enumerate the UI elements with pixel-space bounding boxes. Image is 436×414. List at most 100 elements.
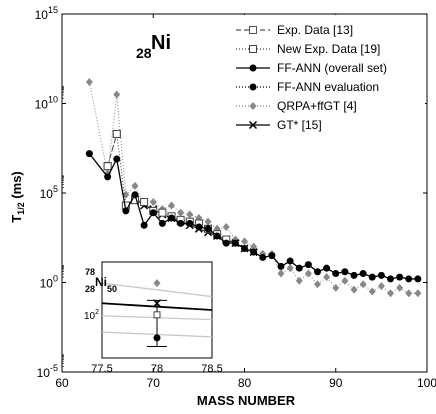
data-point — [286, 264, 294, 273]
data-point — [377, 271, 385, 279]
data-point — [323, 273, 331, 282]
inset-nuclide-label-lower: 28Ni50 — [85, 275, 117, 294]
data-point — [295, 276, 303, 285]
data-point — [113, 155, 121, 163]
y-axis-label: T1/2 (ms) — [9, 171, 26, 223]
data-point — [113, 90, 121, 99]
y-tick-label: 1015 — [35, 5, 58, 22]
data-point — [304, 269, 312, 278]
series-ff-ann-overall-set — [85, 150, 422, 283]
data-point — [104, 173, 112, 181]
legend-item: QRPA+ffGT [4] — [236, 99, 357, 113]
data-point — [204, 225, 212, 233]
data-point — [314, 268, 321, 276]
data-point — [405, 275, 413, 283]
data-point — [323, 264, 331, 272]
data-point — [387, 275, 394, 283]
data-point — [268, 252, 276, 260]
data-point — [295, 264, 303, 272]
data-point — [250, 248, 258, 256]
data-point — [241, 244, 248, 252]
y-axis-label-unit: (ms) — [9, 171, 24, 202]
data-point — [250, 242, 258, 251]
data-point — [103, 162, 112, 171]
data-point — [332, 283, 340, 292]
series-group — [85, 78, 422, 298]
data-point — [140, 221, 148, 229]
element-atomic-number: 28 — [136, 45, 152, 61]
data-point — [168, 214, 175, 222]
data-point — [286, 257, 294, 265]
y-tick-label: 1010 — [35, 95, 58, 112]
y-tick-label: 10-5 — [37, 363, 58, 380]
series-new-exp-data-19 — [103, 129, 231, 244]
data-point — [177, 208, 185, 217]
legend-label: QRPA+ffGT [4] — [277, 99, 357, 113]
inset-y-tick-label: 102 — [84, 309, 99, 322]
data-point — [112, 129, 121, 138]
data-point — [314, 280, 321, 289]
data-point — [304, 261, 312, 269]
data-point — [332, 270, 340, 278]
legend-label: Exp. Data [13] — [277, 23, 353, 37]
inset-point-gt — [152, 299, 162, 308]
data-point — [368, 273, 376, 281]
data-point — [122, 190, 130, 199]
data-point — [177, 219, 185, 227]
data-point — [168, 201, 175, 210]
data-point — [213, 232, 221, 240]
legend-swatch-marker — [249, 83, 257, 91]
legend-item: Exp. Data [13] — [236, 23, 353, 37]
data-point — [195, 223, 203, 231]
x-marker-stroke — [152, 299, 162, 308]
x-tick-label: 70 — [147, 376, 161, 390]
y-axis-label-sub: 1/2 — [16, 202, 26, 215]
data-point — [241, 237, 248, 246]
legend-item: FF-ANN (overall set) — [236, 61, 387, 75]
data-point — [259, 253, 267, 261]
inset-nuclide-label: 78 — [85, 267, 95, 277]
svg-text:T1/2 (ms): T1/2 (ms) — [9, 171, 26, 223]
data-point — [350, 285, 358, 294]
x-marker-stroke — [248, 120, 258, 130]
data-point — [359, 280, 367, 289]
data-point — [231, 239, 239, 247]
axes-group: 60 70 80 90 100 10-5 100 105 1010 1015 — [35, 5, 436, 390]
legend-swatch-marker — [248, 120, 258, 130]
inset-point-exp — [153, 311, 161, 319]
x-tick-label: 60 — [55, 376, 69, 390]
data-point — [158, 219, 166, 227]
inset-x-tick-label: 78 — [151, 363, 163, 375]
data-point — [396, 273, 404, 281]
data-point — [368, 287, 376, 296]
data-point — [350, 271, 358, 279]
data-point — [222, 223, 230, 232]
legend: Exp. Data [13] New Exp. Data [19] FF-ANN (… — [230, 15, 425, 139]
data-point — [359, 270, 367, 278]
data-point — [414, 289, 422, 298]
data-point — [341, 268, 349, 276]
inset-line — [101, 282, 213, 298]
inset-point-qrpa — [153, 279, 161, 288]
inset-x-tick-label: 78.5 — [201, 363, 222, 375]
legend-swatch-marker — [249, 45, 257, 53]
inset-x-tick-label: 77.5 — [91, 363, 112, 375]
data-point — [387, 289, 394, 298]
data-point — [396, 283, 404, 292]
data-point — [149, 197, 157, 206]
element-symbol: Ni — [151, 32, 171, 54]
data-point — [204, 217, 212, 226]
x-tick-label: 90 — [329, 376, 343, 390]
data-point — [158, 208, 167, 217]
data-point — [122, 207, 130, 215]
legend-item: FF-ANN evaluation — [236, 80, 379, 94]
data-point — [149, 209, 157, 217]
x-tick-label: 80 — [238, 376, 252, 390]
data-point — [414, 275, 422, 283]
y-tick-label: 100 — [40, 274, 58, 291]
data-point — [277, 262, 285, 270]
legend-label: GT* [15] — [277, 118, 322, 132]
data-point — [140, 197, 149, 206]
